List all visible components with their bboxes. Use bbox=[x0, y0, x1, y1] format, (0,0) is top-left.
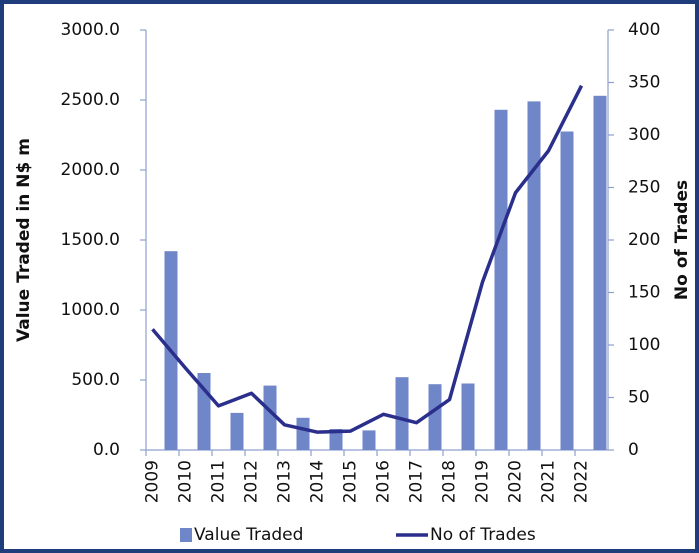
y2-tick-label: 100 bbox=[628, 335, 660, 355]
x-tick-label: 2014 bbox=[308, 460, 328, 503]
y-tick-label: 1000.0 bbox=[61, 300, 120, 320]
bar bbox=[428, 384, 442, 450]
y2-tick-label: 200 bbox=[628, 230, 660, 250]
y2-tick-label: 400 bbox=[628, 20, 660, 40]
bar bbox=[263, 385, 277, 450]
bar bbox=[329, 429, 343, 450]
bar bbox=[560, 131, 574, 450]
x-tick-label: 2017 bbox=[407, 460, 427, 503]
x-tick-label: 2019 bbox=[473, 460, 493, 503]
bar bbox=[593, 95, 607, 451]
x-tick-label: 2011 bbox=[209, 460, 229, 503]
y-axis-label: Value Traded in N$ m bbox=[14, 138, 34, 342]
legend-swatch bbox=[180, 528, 192, 542]
line bbox=[151, 84, 584, 434]
bar bbox=[230, 412, 244, 450]
y2-axis-label: No of Trades bbox=[672, 180, 692, 300]
y2-tick-label: 350 bbox=[628, 73, 660, 93]
bar bbox=[494, 109, 508, 451]
y-tick-label: 1500.0 bbox=[61, 230, 120, 250]
y-tick-label: 3000.0 bbox=[61, 20, 120, 40]
x-tick-label: 2009 bbox=[143, 460, 163, 503]
bar bbox=[527, 101, 541, 451]
x-tick-label: 2021 bbox=[539, 460, 559, 503]
y-tick-label: 500.0 bbox=[71, 370, 120, 390]
x-tick-label: 2015 bbox=[341, 460, 361, 503]
bar bbox=[362, 430, 376, 450]
x-tick-label: 2016 bbox=[374, 460, 394, 503]
y2-tick-label: 150 bbox=[628, 283, 660, 303]
bar bbox=[296, 417, 310, 450]
x-tick-label: 2010 bbox=[176, 460, 196, 503]
bar bbox=[395, 377, 409, 450]
y-tick-label: 2500.0 bbox=[61, 90, 120, 110]
bar bbox=[461, 383, 475, 450]
legend-label: Value Traded bbox=[194, 525, 303, 545]
legend-label: No of Trades bbox=[430, 525, 536, 545]
x-tick-label: 2013 bbox=[275, 460, 295, 503]
x-tick-label: 2012 bbox=[242, 460, 262, 503]
y2-tick-label: 250 bbox=[628, 178, 660, 198]
y2-tick-label: 300 bbox=[628, 125, 660, 145]
x-tick-label: 2018 bbox=[440, 460, 460, 503]
y2-tick-label: 50 bbox=[628, 388, 650, 408]
x-tick-label: 2020 bbox=[506, 460, 526, 503]
x-tick-label: 2022 bbox=[572, 460, 592, 503]
y-tick-label: 0.0 bbox=[93, 440, 120, 460]
y-tick-label: 2000.0 bbox=[61, 160, 120, 180]
y2-tick-label: 0 bbox=[628, 440, 639, 460]
